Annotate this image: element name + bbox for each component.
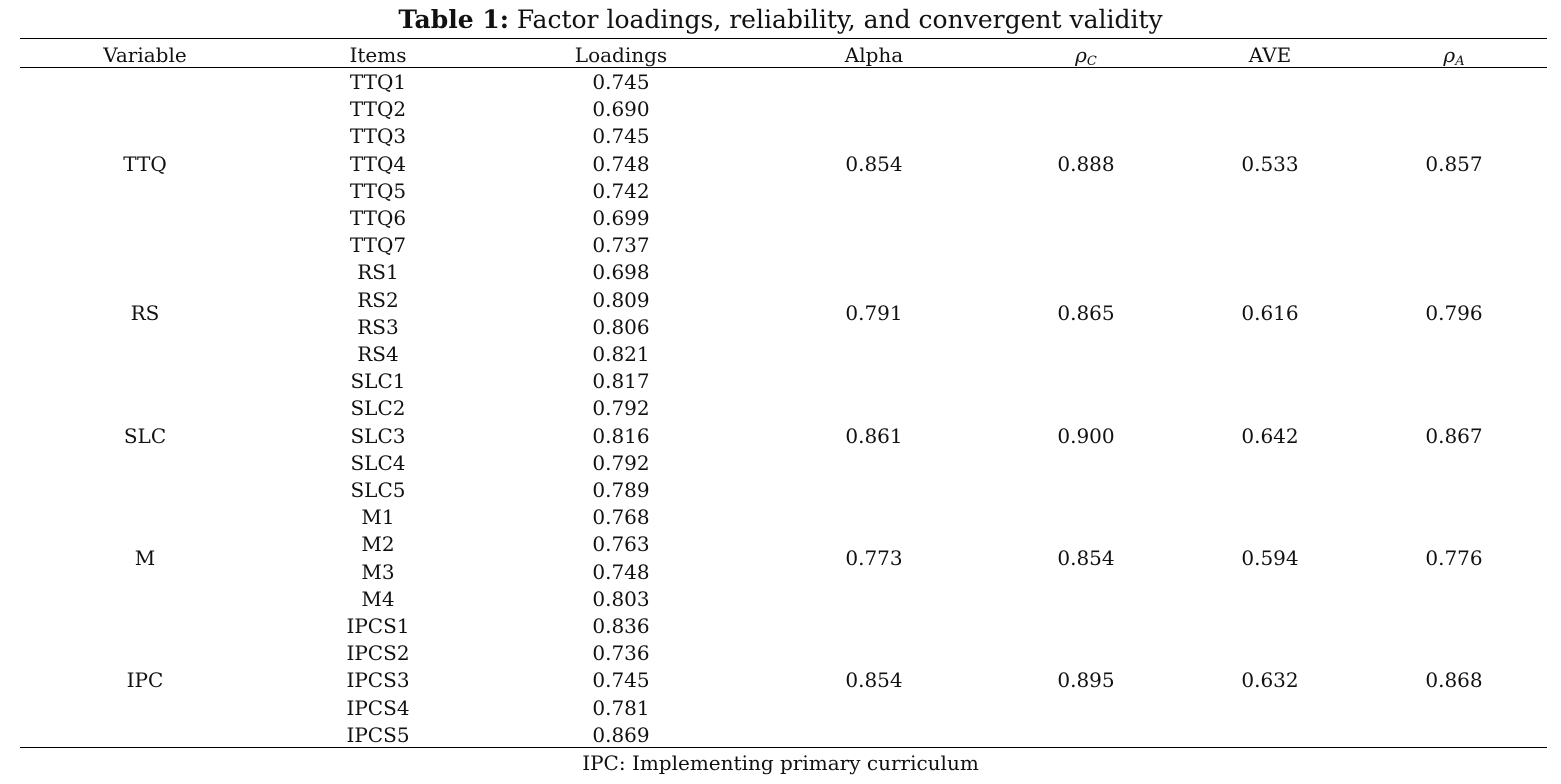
- ave-cell: 0.533: [1241, 151, 1299, 176]
- item-cell: TTQ5: [349, 178, 407, 203]
- loading-cell: 0.821: [592, 342, 650, 366]
- loading-cell: 0.817: [592, 369, 650, 394]
- rho-a-symbol: ρ: [1443, 43, 1456, 67]
- item-cell: TTQ1: [349, 70, 407, 94]
- item-cell: M3: [361, 559, 395, 584]
- variable-cell: RS: [130, 301, 160, 326]
- item-cell: TTQ6: [349, 206, 407, 230]
- ave-cell: 0.632: [1241, 668, 1299, 693]
- header-loadings: Loadings: [574, 43, 668, 67]
- header-variable: Variable: [103, 43, 187, 67]
- rho-c-cell: 0.895: [1057, 668, 1115, 693]
- variable-cell: SLC: [123, 423, 167, 448]
- rho-a-cell: 0.796: [1425, 301, 1483, 326]
- header-items: Items: [349, 43, 407, 67]
- rho-c-cell: 0.888: [1057, 151, 1115, 176]
- ave-cell: 0.642: [1241, 423, 1299, 448]
- header-ave: AVE: [1248, 43, 1292, 67]
- header-rho-c: ρC: [1006, 42, 1166, 75]
- loading-cell: 0.736: [592, 641, 650, 666]
- ave-cell: 0.616: [1241, 301, 1299, 326]
- rho-a-cell: 0.868: [1425, 668, 1483, 693]
- loading-cell: 0.789: [592, 478, 650, 502]
- alpha-cell: 0.861: [845, 423, 903, 448]
- caption-text: Factor loadings, reliability, and conver…: [508, 5, 1163, 34]
- alpha-cell: 0.854: [845, 668, 903, 693]
- rho-c-sub: C: [1086, 54, 1097, 69]
- variable-cell: IPC: [126, 668, 164, 693]
- item-cell: M2: [361, 532, 395, 557]
- alpha-cell: 0.773: [845, 546, 903, 570]
- loading-cell: 0.869: [592, 722, 650, 747]
- item-cell: IPCS3: [346, 668, 410, 693]
- item-cell: IPCS1: [346, 614, 410, 638]
- rho-a-sub: A: [1455, 54, 1465, 69]
- item-cell: IPCS2: [346, 641, 410, 666]
- loading-cell: 0.737: [592, 233, 650, 258]
- loading-cell: 0.809: [592, 287, 650, 312]
- item-cell: TTQ2: [349, 97, 407, 122]
- loading-cell: 0.690: [592, 97, 650, 122]
- caption-label: Table 1:: [398, 5, 509, 34]
- loading-cell: 0.781: [592, 695, 650, 720]
- rho-a-cell: 0.776: [1425, 546, 1483, 570]
- item-cell: SLC4: [350, 450, 406, 475]
- loading-cell: 0.748: [592, 151, 650, 176]
- loading-cell: 0.816: [592, 423, 650, 448]
- item-cell: RS2: [357, 287, 399, 312]
- loading-cell: 0.792: [592, 396, 650, 421]
- alpha-cell: 0.854: [845, 151, 903, 176]
- variable-cell: M: [134, 546, 156, 570]
- rho-c-cell: 0.854: [1057, 546, 1115, 570]
- loading-cell: 0.803: [592, 586, 650, 611]
- item-cell: RS4: [357, 342, 399, 366]
- table-caption: Table 1: Factor loadings, reliability, a…: [0, 4, 1561, 36]
- header-rho-a: ρA: [1374, 42, 1534, 75]
- loading-cell: 0.806: [592, 314, 650, 339]
- item-cell: M1: [361, 505, 395, 530]
- item-cell: SLC5: [350, 478, 406, 502]
- loading-cell: 0.699: [592, 206, 650, 230]
- top-rule: [20, 38, 1547, 39]
- loading-cell: 0.745: [592, 70, 650, 94]
- header-alpha: Alpha: [844, 43, 904, 67]
- loading-cell: 0.698: [592, 260, 650, 285]
- item-cell: SLC3: [350, 423, 406, 448]
- item-cell: SLC1: [350, 369, 406, 394]
- item-cell: IPCS4: [346, 695, 410, 720]
- loading-cell: 0.836: [592, 614, 650, 638]
- rho-a-cell: 0.857: [1425, 151, 1483, 176]
- loading-cell: 0.748: [592, 559, 650, 584]
- item-cell: TTQ7: [349, 233, 407, 258]
- rho-c-symbol: ρ: [1075, 43, 1087, 67]
- rho-c-cell: 0.865: [1057, 301, 1115, 326]
- table-note: IPC: Implementing primary curriculum: [582, 751, 979, 775]
- loading-cell: 0.745: [592, 668, 650, 693]
- rho-a-cell: 0.867: [1425, 423, 1483, 448]
- loading-cell: 0.792: [592, 450, 650, 475]
- header-rule: [20, 67, 1547, 68]
- item-cell: RS3: [357, 314, 399, 339]
- item-cell: TTQ4: [349, 151, 407, 176]
- item-cell: RS1: [357, 260, 399, 285]
- loading-cell: 0.763: [592, 532, 650, 557]
- loading-cell: 0.768: [592, 505, 650, 530]
- rho-c-cell: 0.900: [1057, 423, 1115, 448]
- ave-cell: 0.594: [1241, 546, 1299, 570]
- item-cell: IPCS5: [346, 722, 410, 747]
- loading-cell: 0.742: [592, 178, 650, 203]
- alpha-cell: 0.791: [845, 301, 903, 326]
- item-cell: SLC2: [350, 396, 406, 421]
- loading-cell: 0.745: [592, 124, 650, 149]
- bottom-rule: [20, 747, 1547, 748]
- item-cell: TTQ3: [349, 124, 407, 149]
- item-cell: M4: [361, 586, 395, 611]
- variable-cell: TTQ: [123, 151, 167, 176]
